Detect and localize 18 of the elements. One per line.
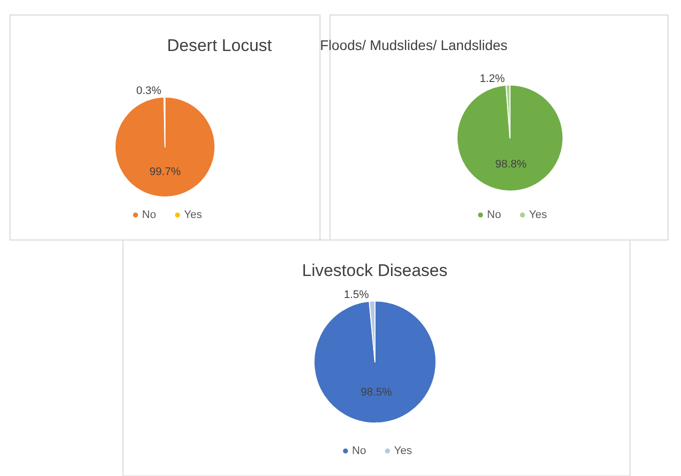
data-label: 1.5% bbox=[344, 289, 370, 302]
data-label: 1.2% bbox=[480, 73, 506, 86]
data-label: 98.8% bbox=[495, 158, 527, 170]
data-label: 0.3% bbox=[136, 85, 162, 98]
legend-label: No bbox=[352, 445, 366, 457]
pie-slice bbox=[114, 96, 216, 198]
chart-title: Livestock Diseases bbox=[302, 261, 448, 280]
pie-slice bbox=[456, 84, 564, 192]
legend-label: Yes bbox=[394, 445, 412, 457]
data-label: 98.5% bbox=[360, 386, 392, 398]
legend-label: No bbox=[142, 209, 156, 221]
data-label: 99.7% bbox=[150, 166, 181, 178]
chart-title: Floods/ Mudslides/ Landslides bbox=[320, 37, 508, 53]
chart-title: Desert Locust bbox=[167, 36, 272, 55]
legend-label: Yes bbox=[184, 209, 202, 221]
legend-label: Yes bbox=[529, 209, 548, 221]
pie-slice bbox=[314, 300, 436, 424]
legend-label: No bbox=[487, 209, 502, 221]
